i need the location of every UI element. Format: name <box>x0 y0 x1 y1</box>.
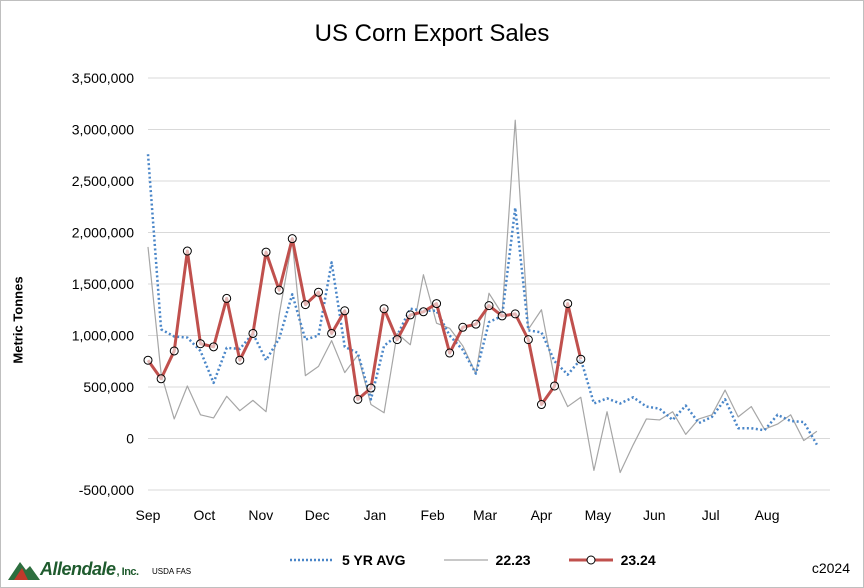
x-tick-label: Sep <box>136 507 161 523</box>
source-note: USDA FAS <box>152 567 192 576</box>
data-point-23-24 <box>418 307 428 317</box>
legend: 5 YR AVG 22.23 23.24 <box>290 552 694 568</box>
data-point-23-24 <box>300 300 310 310</box>
x-tick-label: Aug <box>755 507 780 523</box>
data-point-23-24 <box>209 342 219 352</box>
data-point-23-24 <box>340 306 350 316</box>
y-tick-label: 1,000,000 <box>72 328 134 344</box>
allendale-mountain-icon <box>8 562 40 580</box>
data-point-23-24 <box>471 319 481 329</box>
data-point-23-24 <box>314 287 323 297</box>
data-point-23-24 <box>156 374 166 384</box>
data-point-23-24 <box>379 304 389 314</box>
data-point-23-24 <box>235 355 245 365</box>
legend-swatch-5yr-avg <box>290 558 334 562</box>
data-point-23-24 <box>576 354 586 364</box>
data-point-23-24 <box>287 234 297 244</box>
data-point-23-24 <box>458 322 468 332</box>
company-logo: Allendale, Inc. <box>8 558 139 580</box>
x-tick-label: Oct <box>194 507 216 523</box>
y-tick-label: 3,000,000 <box>72 122 134 138</box>
legend-item-22-23: 22.23 <box>443 552 531 568</box>
data-point-23-24 <box>327 328 337 338</box>
data-point-23-24 <box>445 348 455 358</box>
data-point-23-24 <box>366 383 376 393</box>
x-tick-label: Apr <box>531 507 553 523</box>
x-tick-label: Jan <box>364 507 387 523</box>
data-point-23-24 <box>523 335 533 345</box>
y-tick-label: 3,500,000 <box>72 70 134 86</box>
legend-swatch-23-24 <box>568 555 613 565</box>
series-line-23-24 <box>146 237 583 407</box>
x-tick-label: Jun <box>643 507 666 523</box>
data-point-23-24 <box>536 400 546 410</box>
legend-item-5yr-avg: 5 YR AVG <box>290 552 406 568</box>
series-line-22-23 <box>147 119 818 474</box>
data-point-23-24 <box>169 346 179 356</box>
data-point-23-24 <box>274 285 284 295</box>
chart-title: US Corn Export Sales <box>314 20 550 47</box>
data-point-23-24 <box>392 335 402 345</box>
x-tick-label: Jul <box>702 507 720 523</box>
x-tick-label: Nov <box>248 507 273 523</box>
y-tick-label: 500,000 <box>83 379 134 395</box>
data-point-23-24 <box>563 299 573 309</box>
data-point-23-24 <box>405 310 415 320</box>
legend-swatch-22-23 <box>443 559 488 561</box>
x-tick-label: Mar <box>473 507 497 523</box>
data-point-23-24 <box>510 309 520 319</box>
x-tick-label: May <box>585 507 611 523</box>
data-point-23-24 <box>195 339 205 349</box>
legend-label-5yr-avg: 5 YR AVG <box>342 552 406 568</box>
x-tick-label: Feb <box>421 507 445 523</box>
data-point-23-24 <box>497 311 507 321</box>
y-tick-label: 2,500,000 <box>72 173 134 189</box>
data-point-23-24 <box>484 301 494 311</box>
y-tick-label: 1,500,000 <box>72 276 134 292</box>
legend-label-23-24: 23.24 <box>620 552 656 568</box>
data-point-23-24 <box>432 299 442 309</box>
data-point-23-24 <box>182 246 192 256</box>
data-point-23-24 <box>222 293 232 303</box>
logo-text: Allendale, Inc. <box>40 559 139 579</box>
y-tick-label: -500,000 <box>79 482 134 498</box>
data-point-23-24 <box>550 381 560 391</box>
legend-label-22-23: 22.23 <box>495 552 531 568</box>
y-tick-label: 2,000,000 <box>72 225 134 241</box>
copyright: c2024 <box>811 560 850 576</box>
data-point-23-24 <box>261 247 271 257</box>
y-tick-label: 0 <box>126 431 134 447</box>
x-tick-label: Dec <box>305 507 330 523</box>
legend-item-23-24: 23.24 <box>568 552 656 568</box>
data-point-23-24 <box>143 355 153 365</box>
data-point-23-24 <box>248 328 258 338</box>
series-line-5yr-avg <box>146 154 818 446</box>
data-point-23-24 <box>353 394 363 404</box>
